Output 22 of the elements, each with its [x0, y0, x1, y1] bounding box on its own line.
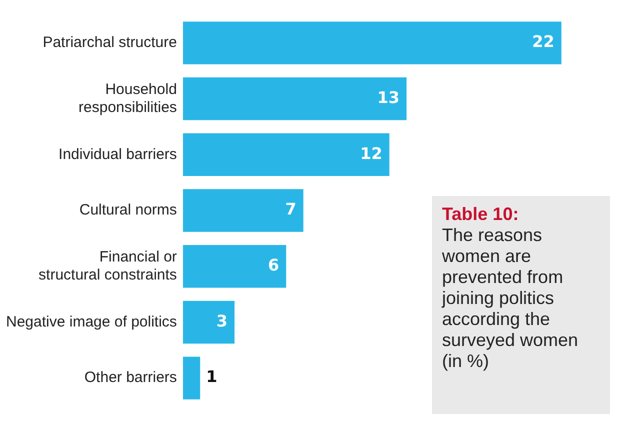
bar [182, 189, 304, 232]
data-label: 1 [206, 367, 218, 386]
data-label: 3 [216, 311, 228, 330]
data-label: 6 [268, 256, 280, 275]
data-label: 13 [377, 88, 400, 107]
caption-panel: Table 10: The reasons women are prevented from joining politics according the surveyed women (in %) [432, 196, 610, 414]
y-tick-label: Household responsibilities [78, 80, 177, 116]
data-label: 22 [532, 32, 554, 52]
y-tick-label: Patriarchal structure [42, 34, 177, 52]
bar [182, 356, 200, 400]
y-tick-label: Cultural norms [79, 202, 177, 219]
data-label: 12 [360, 144, 382, 163]
y-tick-label: Individual barriers [58, 146, 177, 163]
data-label: 7 [285, 200, 296, 219]
y-tick-label: Negative image of politics [6, 313, 177, 330]
bar [182, 77, 407, 120]
bar [182, 300, 235, 344]
y-tick-label: Other barriers [84, 369, 177, 386]
bar [182, 244, 286, 288]
y-tick-label: Financial or structural constraints [38, 248, 177, 284]
bar [182, 22, 562, 64]
bar [182, 133, 390, 176]
